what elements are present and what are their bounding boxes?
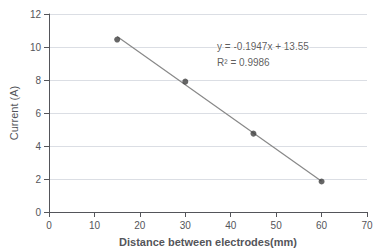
svg-text:R² = 0.9986: R² = 0.9986 — [217, 57, 270, 68]
svg-text:10: 10 — [30, 42, 42, 53]
svg-text:60: 60 — [316, 220, 328, 231]
svg-text:50: 50 — [271, 220, 283, 231]
svg-text:0: 0 — [46, 220, 52, 231]
svg-text:20: 20 — [134, 220, 146, 231]
svg-text:30: 30 — [180, 220, 192, 231]
svg-text:40: 40 — [225, 220, 237, 231]
svg-text:0: 0 — [35, 207, 41, 218]
svg-text:2: 2 — [35, 174, 41, 185]
svg-text:6: 6 — [35, 108, 41, 119]
svg-text:8: 8 — [35, 75, 41, 86]
svg-text:4: 4 — [35, 141, 41, 152]
svg-text:70: 70 — [361, 220, 373, 231]
svg-text:y = -0.1947x + 13.55: y = -0.1947x + 13.55 — [217, 41, 309, 52]
svg-text:Distance between electrodes(mm: Distance between electrodes(mm) — [119, 236, 297, 248]
svg-text:10: 10 — [89, 220, 101, 231]
svg-text:12: 12 — [30, 9, 42, 20]
svg-text:Current (A): Current (A) — [8, 86, 20, 140]
